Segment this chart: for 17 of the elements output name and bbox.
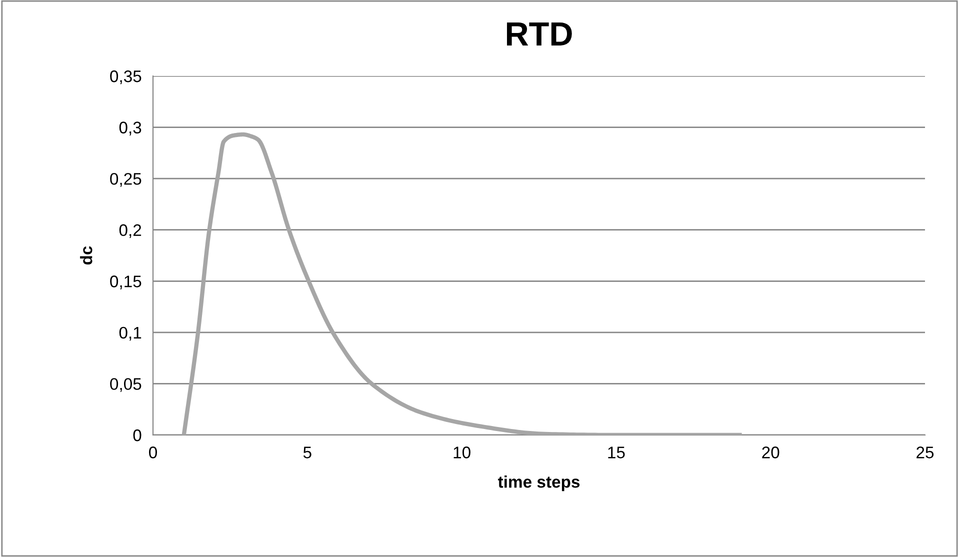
x-tick-label: 5 — [303, 446, 312, 458]
y-axis-title: dc — [80, 246, 92, 265]
y-tick-label: 0 — [133, 429, 142, 442]
y-tick-label: 0,35 — [110, 70, 142, 84]
y-tick-label: 0,05 — [110, 378, 142, 392]
x-tick-label: 0 — [149, 446, 157, 458]
x-tick-label: 15 — [608, 446, 625, 458]
x-tick-label: 25 — [916, 446, 934, 458]
chart-title: RTD — [506, 22, 572, 46]
y-tick-label: 0,15 — [110, 276, 142, 290]
x-tick-label: 10 — [454, 446, 470, 458]
x-tick-label: 20 — [762, 446, 780, 458]
y-tick-label: 0,25 — [110, 172, 142, 187]
x-axis-title: time steps — [498, 476, 580, 492]
y-tick-label: 0,1 — [119, 326, 142, 341]
y-tick-label: 0,3 — [119, 122, 142, 136]
y-tick-label: 0,2 — [119, 224, 142, 238]
